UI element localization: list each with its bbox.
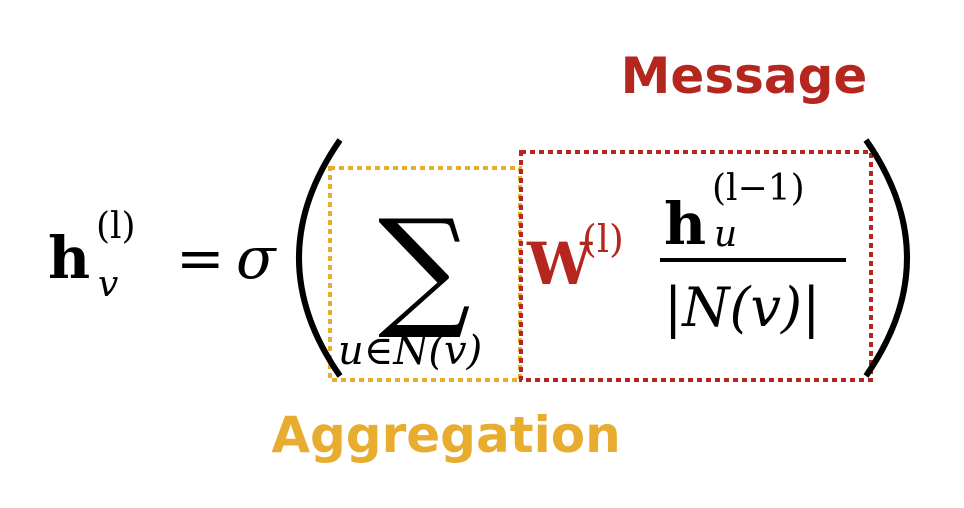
aggregation-box bbox=[328, 166, 522, 382]
sigma-symbol: σ bbox=[236, 224, 277, 292]
numerator-subscript: u bbox=[714, 214, 737, 255]
summation-symbol: ∑ bbox=[378, 191, 471, 343]
right-parenthesis bbox=[863, 138, 910, 378]
lhs-h-symbol: h bbox=[48, 224, 90, 292]
left-parenthesis bbox=[296, 138, 343, 378]
aggregation-label: Aggregation bbox=[271, 406, 620, 464]
numerator-superscript: (l−1) bbox=[712, 168, 805, 209]
lhs-subscript: v bbox=[98, 264, 118, 305]
equals-sign: = bbox=[176, 224, 225, 292]
message-box bbox=[519, 150, 873, 382]
message-label: Message bbox=[621, 47, 868, 105]
weight-superscript: (l) bbox=[582, 217, 624, 261]
lhs-superscript: (l) bbox=[96, 206, 136, 247]
numerator-h-symbol: h bbox=[664, 190, 706, 258]
fraction-denominator: |N(v)| bbox=[664, 276, 820, 339]
summation-index: u∈N(v) bbox=[338, 328, 482, 374]
weight-matrix-symbol: W bbox=[526, 230, 593, 298]
